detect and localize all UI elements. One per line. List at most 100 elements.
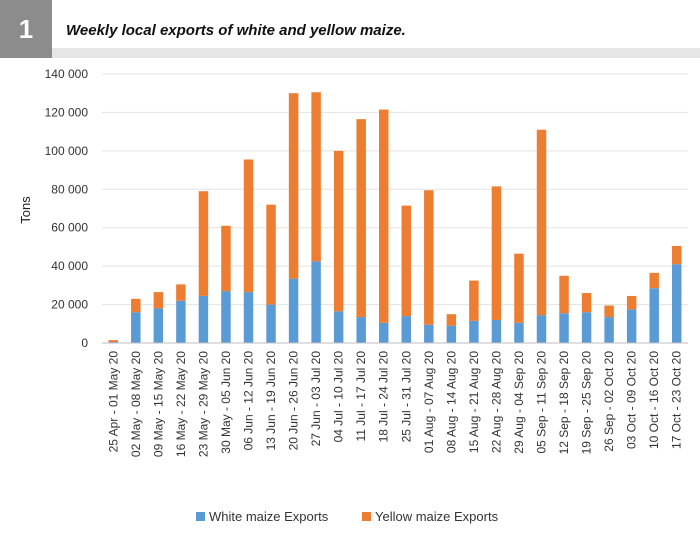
bar-yellow-maize <box>108 340 119 343</box>
bar-yellow-maize <box>649 272 659 289</box>
bar-yellow-maize <box>243 159 254 293</box>
figure-number-badge: 1 <box>0 0 52 58</box>
x-tick-label: 25 Jul - 31 Jul 20 <box>399 351 413 443</box>
bar-white-maize <box>649 288 659 343</box>
x-tick-label: 08 Aug - 14 Aug 20 <box>444 351 458 453</box>
x-tick-label: 17 Oct - 23 Oct 20 <box>670 351 684 449</box>
x-tick-label: 11 Jul - 17 Jul 20 <box>354 351 368 442</box>
y-axis-ticks: 0 20 000 40 000 60 000 80 000 100 000 120 000 1… <box>45 67 89 350</box>
y-tick-label: 120 000 <box>45 105 89 119</box>
gridlines <box>102 73 688 306</box>
y-tick-label: 0 <box>81 336 88 350</box>
y-tick-label: 60 000 <box>51 221 88 235</box>
bar-yellow-maize <box>401 205 412 317</box>
bar-white-maize <box>198 295 209 343</box>
bar-white-maize <box>446 325 457 343</box>
bar-white-maize <box>401 316 412 343</box>
y-tick-label: 20 000 <box>51 298 88 312</box>
bar-yellow-maize <box>604 305 614 318</box>
legend-label-white: White maize Exports <box>209 509 329 524</box>
y-tick-label: 40 000 <box>51 259 88 273</box>
bar-white-maize <box>288 278 299 343</box>
bar-white-maize <box>469 320 479 343</box>
bar-white-maize <box>536 315 547 343</box>
x-tick-label: 15 Aug - 21 Aug 20 <box>467 351 481 453</box>
bar-white-maize <box>491 319 502 343</box>
title-rule <box>52 48 700 58</box>
legend: White maize Exports Yellow maize Exports <box>196 509 499 524</box>
x-tick-label: 20 Jun - 26 Jun 20 <box>287 351 301 451</box>
y-tick-label: 140 000 <box>45 67 89 81</box>
bar-white-maize <box>311 261 321 343</box>
x-axis-ticks: 25 Apr - 01 May 20 02 May - 08 May 20 09 M… <box>106 351 683 457</box>
bar-yellow-maize <box>333 150 344 312</box>
bar-yellow-maize <box>514 253 524 323</box>
bar-white-maize <box>266 304 276 343</box>
bar-white-maize <box>581 312 592 343</box>
legend-swatch-yellow <box>362 512 371 521</box>
bar-white-maize <box>221 291 231 343</box>
y-tick-label: 100 000 <box>45 144 89 158</box>
bar-white-maize <box>671 264 682 343</box>
x-tick-label: 18 Jul - 24 Jul 20 <box>377 351 391 443</box>
x-tick-label: 19 Sep - 25 Sep 20 <box>580 351 594 455</box>
bar-yellow-maize <box>536 129 547 316</box>
bar-white-maize <box>514 322 524 343</box>
x-tick-label: 10 Oct - 16 Oct 20 <box>647 351 661 449</box>
x-tick-label: 25 Apr - 01 May 20 <box>106 351 120 453</box>
x-tick-label: 05 Sep - 11 Sep 20 <box>535 351 549 454</box>
x-tick-label: 04 Jul - 10 Jul 20 <box>332 351 346 443</box>
bar-white-maize <box>378 322 389 343</box>
bar-yellow-maize <box>378 109 389 323</box>
bar-yellow-maize <box>266 204 276 305</box>
bar-yellow-maize <box>626 295 637 310</box>
bar-white-maize <box>356 317 366 343</box>
header: 1 Weekly local exports of white and yell… <box>0 0 700 58</box>
legend-label-yellow: Yellow maize Exports <box>375 509 499 524</box>
bar-yellow-maize <box>288 93 299 279</box>
x-tick-label: 30 May - 05 Jun 20 <box>219 351 233 454</box>
bar-yellow-maize <box>356 119 366 318</box>
bar-yellow-maize <box>176 284 186 301</box>
x-tick-label: 02 May - 08 May 20 <box>129 351 143 457</box>
x-tick-label: 22 Aug - 28 Aug 20 <box>489 351 503 453</box>
bar-yellow-maize <box>559 275 569 314</box>
x-tick-label: 16 May - 22 May 20 <box>174 351 188 457</box>
x-tick-label: 23 May - 29 May 20 <box>196 351 210 457</box>
x-tick-label: 12 Sep - 18 Sep 20 <box>557 351 571 455</box>
x-tick-label: 06 Jun - 12 Jun 20 <box>242 351 256 451</box>
bar-white-maize <box>424 324 434 343</box>
bar-white-maize <box>176 300 186 343</box>
bar-white-maize <box>131 312 141 343</box>
y-tick-label: 80 000 <box>51 182 88 196</box>
x-tick-label: 09 May - 15 May 20 <box>151 351 165 457</box>
bar-yellow-maize <box>153 292 164 309</box>
bar-yellow-maize <box>221 225 231 292</box>
x-tick-label: 26 Sep - 02 Oct 20 <box>602 351 616 452</box>
legend-swatch-white <box>196 512 205 521</box>
bar-yellow-maize <box>446 314 457 326</box>
x-tick-label: 29 Aug - 04 Sep 20 <box>512 351 526 454</box>
bar-yellow-maize <box>131 298 141 313</box>
bar-yellow-maize <box>198 191 209 296</box>
bar-white-maize <box>333 311 344 343</box>
bar-white-maize <box>559 313 569 343</box>
bar-white-maize <box>626 309 637 343</box>
bar-yellow-maize <box>491 186 502 320</box>
bar-yellow-maize <box>581 293 592 313</box>
x-tick-label: 27 Jun - 03 Jul 20 <box>309 351 323 447</box>
bar-white-maize <box>243 292 254 343</box>
x-tick-label: 03 Oct - 09 Oct 20 <box>625 351 639 449</box>
x-tick-label: 01 Aug - 07 Aug 20 <box>422 351 436 453</box>
bar-yellow-maize <box>424 190 434 325</box>
bar-white-maize <box>153 308 164 343</box>
bar-yellow-maize <box>311 92 321 262</box>
bars <box>108 92 682 343</box>
bar-yellow-maize <box>671 245 682 265</box>
y-axis-label: Tons <box>18 196 33 224</box>
bar-yellow-maize <box>469 280 479 321</box>
x-tick-label: 13 Jun - 19 Jun 20 <box>264 351 278 451</box>
bar-white-maize <box>604 317 614 343</box>
chart-title: Weekly local exports of white and yellow… <box>66 22 406 39</box>
